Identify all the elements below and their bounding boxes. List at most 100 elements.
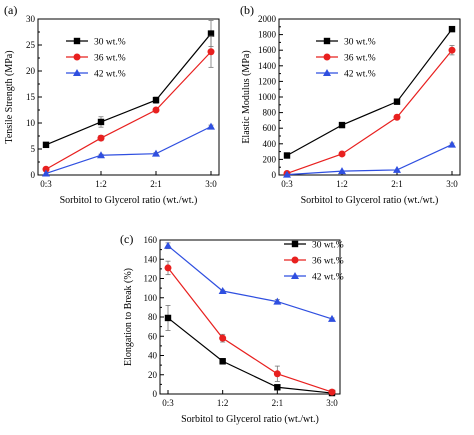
data-point	[219, 334, 227, 342]
data-point	[97, 118, 105, 126]
series-line	[45, 51, 212, 170]
data-point	[338, 121, 346, 129]
series-line	[45, 33, 212, 146]
x-tick-label: 3:0	[446, 179, 458, 189]
y-axis-title: Elongation to Break (%)	[123, 268, 134, 366]
legend-marker	[73, 37, 81, 45]
series-line	[286, 49, 453, 175]
y-tick-label: 600	[263, 123, 277, 133]
y-tick-label: 2000	[258, 14, 277, 24]
data-point	[274, 384, 281, 391]
data-point	[152, 96, 160, 104]
panel-b: 0 200 400 600 800 1000 1200 1400 1600 1800 2000 0:3…	[240, 3, 461, 206]
legend: 30 wt.% 36 wt.% 42 wt.%	[66, 38, 126, 80]
data-point	[207, 48, 215, 56]
x-tick-label: 3:0	[326, 398, 338, 408]
y-tick-label: 20	[148, 370, 158, 380]
legend-label: 36 wt.%	[94, 54, 126, 64]
y-tick-label: 0	[153, 389, 158, 399]
legend-marker	[323, 53, 331, 61]
legend-marker	[291, 256, 299, 264]
x-tick-label: 3:0	[205, 179, 217, 189]
series-line	[286, 28, 453, 157]
legend-marker	[323, 69, 331, 76]
y-tick-label: 0	[272, 170, 277, 180]
data-point	[448, 25, 456, 33]
y-tick-label: 0	[31, 170, 36, 180]
y-axis-title: Tensile Strength (MPa)	[4, 50, 15, 143]
legend-label: 42 wt.%	[312, 273, 344, 283]
panel-c: 0 20 40 60 80 100 120 140 160 0:3 1:2 2:1 3:0 Sorbito…	[120, 232, 344, 425]
data-point	[328, 388, 336, 396]
data-point	[97, 134, 105, 142]
x-tick-label: 0:3	[162, 398, 174, 408]
y-tick-label: 25	[26, 40, 36, 50]
y-tick-label: 160	[144, 235, 158, 245]
panel-a: 0 5 10 15 20 25 30 0:3 1:2 2:1 3:0 Sorbitol to Glyc…	[4, 3, 220, 206]
series-line	[286, 144, 453, 176]
y-tick-label: 120	[144, 274, 158, 284]
data-point	[273, 370, 281, 378]
y-tick-label: 140	[144, 254, 158, 264]
data-point	[152, 149, 160, 157]
x-tick-label: 1:2	[95, 179, 107, 189]
legend: 30 wt.% 36 wt.% 42 wt.%	[284, 241, 344, 283]
data-point	[164, 264, 172, 272]
y-tick-label: 1000	[258, 92, 277, 102]
data-point	[338, 150, 346, 158]
series-3	[164, 241, 336, 322]
y-tick-label: 800	[263, 108, 277, 118]
x-tick-label: 1:2	[336, 179, 348, 189]
series-line	[45, 126, 212, 175]
legend-label: 42 wt.%	[94, 70, 126, 80]
x-axis-title: Sorbitol to Glycerol ratio (wt./wt.)	[181, 414, 319, 425]
y-tick-label: 1800	[258, 30, 277, 40]
x-tick-label: 0:3	[40, 179, 52, 189]
legend-label: 42 wt.%	[344, 70, 376, 80]
legend-marker	[73, 53, 81, 61]
series-2	[164, 260, 336, 396]
series-2	[283, 45, 456, 177]
panel-label: (b)	[240, 3, 254, 17]
y-tick-label: 400	[263, 139, 277, 149]
x-tick-label: 0:3	[281, 179, 293, 189]
x-tick-label: 2:1	[150, 179, 162, 189]
data-point	[164, 314, 172, 322]
legend: 30 wt.% 36 wt.% 42 wt.%	[316, 38, 376, 80]
plot-frame	[37, 18, 220, 176]
y-tick-label: 20	[26, 66, 36, 76]
data-point	[42, 165, 50, 173]
data-point	[393, 165, 401, 173]
legend-label: 30 wt.%	[94, 38, 126, 48]
x-tick-label: 2:1	[272, 398, 284, 408]
series-1	[283, 25, 456, 159]
data-point	[42, 169, 50, 177]
y-tick-label: 1600	[258, 45, 277, 55]
y-tick-label: 5	[31, 144, 36, 154]
data-point	[283, 152, 291, 159]
series-line	[167, 245, 333, 320]
x-axis-title: Sorbitol to Glycerol ratio (wt./wt.)	[301, 195, 439, 206]
x-tick-label: 2:1	[391, 179, 403, 189]
data-point	[42, 141, 50, 149]
legend-label: 36 wt.%	[344, 54, 376, 64]
y-tick-label: 60	[148, 331, 158, 341]
legend-marker	[291, 272, 299, 279]
data-point	[393, 98, 401, 105]
y-tick-label: 1200	[258, 76, 277, 86]
legend-marker	[291, 240, 299, 248]
legend-marker	[323, 37, 331, 45]
series-1	[164, 305, 336, 397]
data-point	[97, 151, 105, 159]
legend-label: 36 wt.%	[312, 257, 344, 267]
legend-label: 30 wt.%	[312, 241, 344, 251]
data-point	[207, 122, 215, 130]
legend-marker	[73, 69, 81, 76]
data-point	[164, 241, 172, 249]
panel-label: (a)	[4, 3, 17, 17]
y-tick-label: 10	[26, 118, 36, 128]
data-point	[338, 167, 346, 175]
data-point	[283, 170, 291, 178]
